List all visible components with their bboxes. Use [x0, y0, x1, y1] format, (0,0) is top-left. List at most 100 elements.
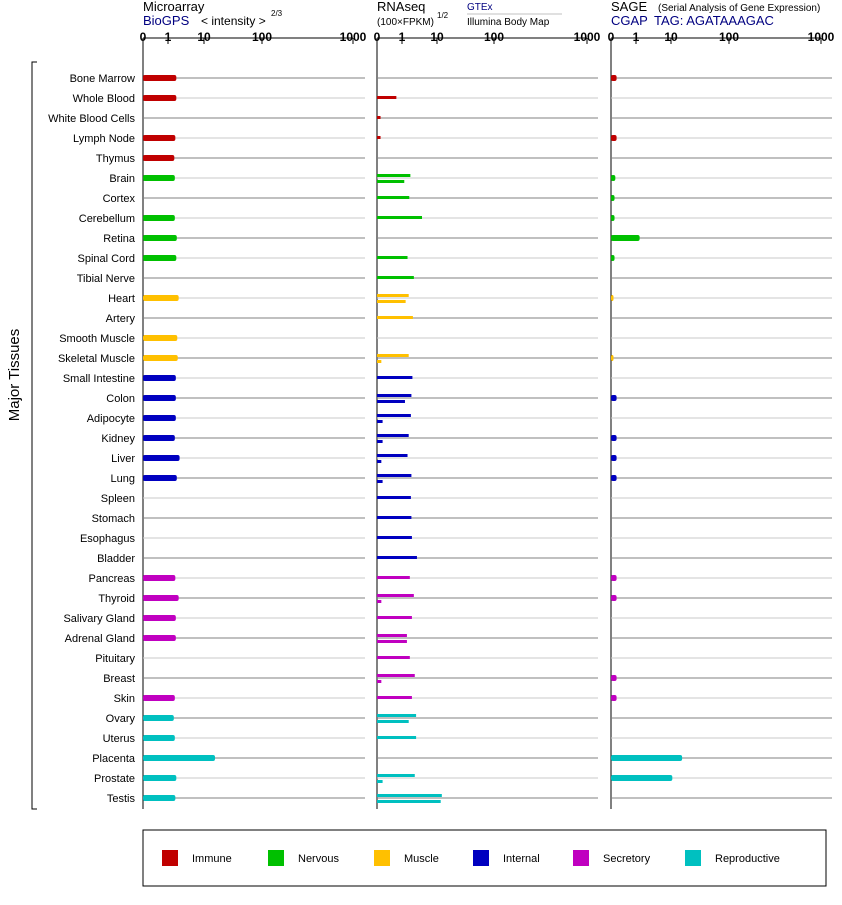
sage-bar	[611, 755, 683, 761]
microarray-bar	[143, 755, 216, 761]
rnaseq-bar	[377, 96, 397, 99]
microarray-bar	[143, 475, 177, 481]
rnaseq-bar	[377, 394, 412, 397]
microarray-bar	[143, 175, 175, 181]
sage-bar	[611, 435, 617, 441]
sage-bar	[611, 355, 614, 361]
microarray-bar	[143, 735, 175, 741]
legend-label: Nervous	[298, 853, 339, 865]
sage-bar	[611, 135, 617, 141]
microarray-bar	[143, 695, 175, 701]
rnaseq-bar	[377, 634, 407, 637]
microarray-tick-label: 1000	[340, 30, 367, 44]
sage-tick-label: 10	[664, 30, 678, 44]
rnaseq-bar	[377, 294, 409, 297]
sage-bar	[611, 695, 617, 701]
microarray-bar	[143, 375, 176, 381]
legend-swatch	[573, 850, 589, 866]
rnaseq-tick-label: 1000	[574, 30, 601, 44]
rnaseq-title: RNAseq	[377, 0, 425, 14]
rnaseq-bar	[377, 496, 411, 499]
tissue-label: Skin	[114, 693, 135, 705]
rnaseq-bar	[377, 174, 411, 177]
rnaseq-gtex-link[interactable]: GTEx	[467, 2, 493, 13]
tissue-rows: Bone Marrow Whole Blood White Blood Cells L…	[48, 73, 832, 805]
legend-swatch	[473, 850, 489, 866]
rnaseq-illumina-link[interactable]: Illumina Body Map	[467, 17, 550, 28]
microarray-bar	[143, 575, 176, 581]
sage-bar	[611, 475, 617, 481]
rnaseq-bar	[377, 780, 383, 783]
rnaseq-bar	[377, 420, 383, 423]
microarray-source-link[interactable]: BioGPS	[143, 13, 190, 28]
rnaseq-bar	[377, 316, 413, 319]
sage-source-link[interactable]: CGAP	[611, 13, 648, 28]
rnaseq-bar	[377, 516, 412, 519]
sage-title: SAGE	[611, 0, 647, 14]
rnaseq-bar	[377, 696, 412, 699]
tissue-label: Lung	[111, 473, 135, 485]
microarray-bar	[143, 635, 176, 641]
rnaseq-bar	[377, 276, 414, 279]
rnaseq-bar	[377, 474, 412, 477]
rnaseq-bar	[377, 594, 414, 597]
rnaseq-bar	[377, 714, 417, 717]
tissue-label: Thyroid	[98, 593, 135, 605]
microarray-bar	[143, 595, 179, 601]
microarray-scale-label: < intensity >	[201, 14, 266, 28]
sage-bar	[611, 595, 617, 601]
rnaseq-bar	[377, 434, 409, 437]
microarray-bar	[143, 775, 177, 781]
rnaseq-bar	[377, 674, 415, 677]
legend-swatch	[685, 850, 701, 866]
axes-layer: 0 1 10 100 1000 0 1 10 100 1000 0 1 10 100 1000	[140, 30, 835, 809]
sage-bar	[611, 195, 615, 201]
rnaseq-bar	[377, 180, 405, 183]
legend-swatch	[268, 850, 284, 866]
microarray-bar	[143, 135, 176, 141]
tissue-label: Tibial Nerve	[77, 273, 135, 285]
legend-label: Muscle	[404, 853, 439, 865]
microarray-bar	[143, 215, 175, 221]
rnaseq-bar	[377, 216, 423, 219]
tissue-label: Small Intestine	[63, 373, 135, 385]
rnaseq-bar	[377, 480, 383, 483]
microarray-bar	[143, 395, 176, 401]
microarray-bar	[143, 715, 174, 721]
tissue-label: Retina	[103, 233, 136, 245]
side-label: Major Tissues	[6, 329, 23, 422]
sage-bar	[611, 455, 617, 461]
rnaseq-bar	[377, 616, 412, 619]
rnaseq-bar	[377, 640, 407, 643]
tissue-label: Stomach	[92, 513, 135, 525]
microarray-exponent: 2/3	[271, 9, 283, 18]
tissue-label: Adipocyte	[87, 413, 135, 425]
microarray-bar	[143, 235, 177, 241]
tissue-label: Cerebellum	[79, 213, 135, 225]
microarray-bar	[143, 435, 175, 441]
rnaseq-tick-label: 1	[399, 30, 406, 44]
microarray-bar	[143, 75, 177, 81]
rnaseq-bar	[377, 440, 383, 443]
microarray-bar	[143, 795, 176, 801]
tissue-label: Liver	[111, 453, 135, 465]
rnaseq-bar	[377, 116, 381, 119]
tissue-label: Cortex	[103, 193, 136, 205]
sage-tag-link[interactable]: TAG: AGATAAAGAC	[654, 13, 774, 28]
rnaseq-bar	[377, 720, 409, 723]
rnaseq-bar	[377, 354, 409, 357]
tissue-label: Brain	[109, 173, 135, 185]
microarray-tick-label: 0	[140, 30, 147, 44]
tissue-label: Uterus	[103, 733, 136, 745]
rnaseq-unit-label: (100×FPKM)	[377, 17, 434, 28]
tissue-label: Pituitary	[95, 653, 135, 665]
tissue-label: Salivary Gland	[63, 613, 135, 625]
tissue-label: Artery	[106, 313, 136, 325]
rnaseq-bar	[377, 256, 408, 259]
tissue-label: Bone Marrow	[70, 73, 135, 85]
tissue-label: Testis	[107, 793, 136, 805]
microarray-bar	[143, 255, 177, 261]
tissue-label: Spleen	[101, 493, 135, 505]
microarray-bar	[143, 155, 175, 161]
rnaseq-bar	[377, 460, 382, 463]
